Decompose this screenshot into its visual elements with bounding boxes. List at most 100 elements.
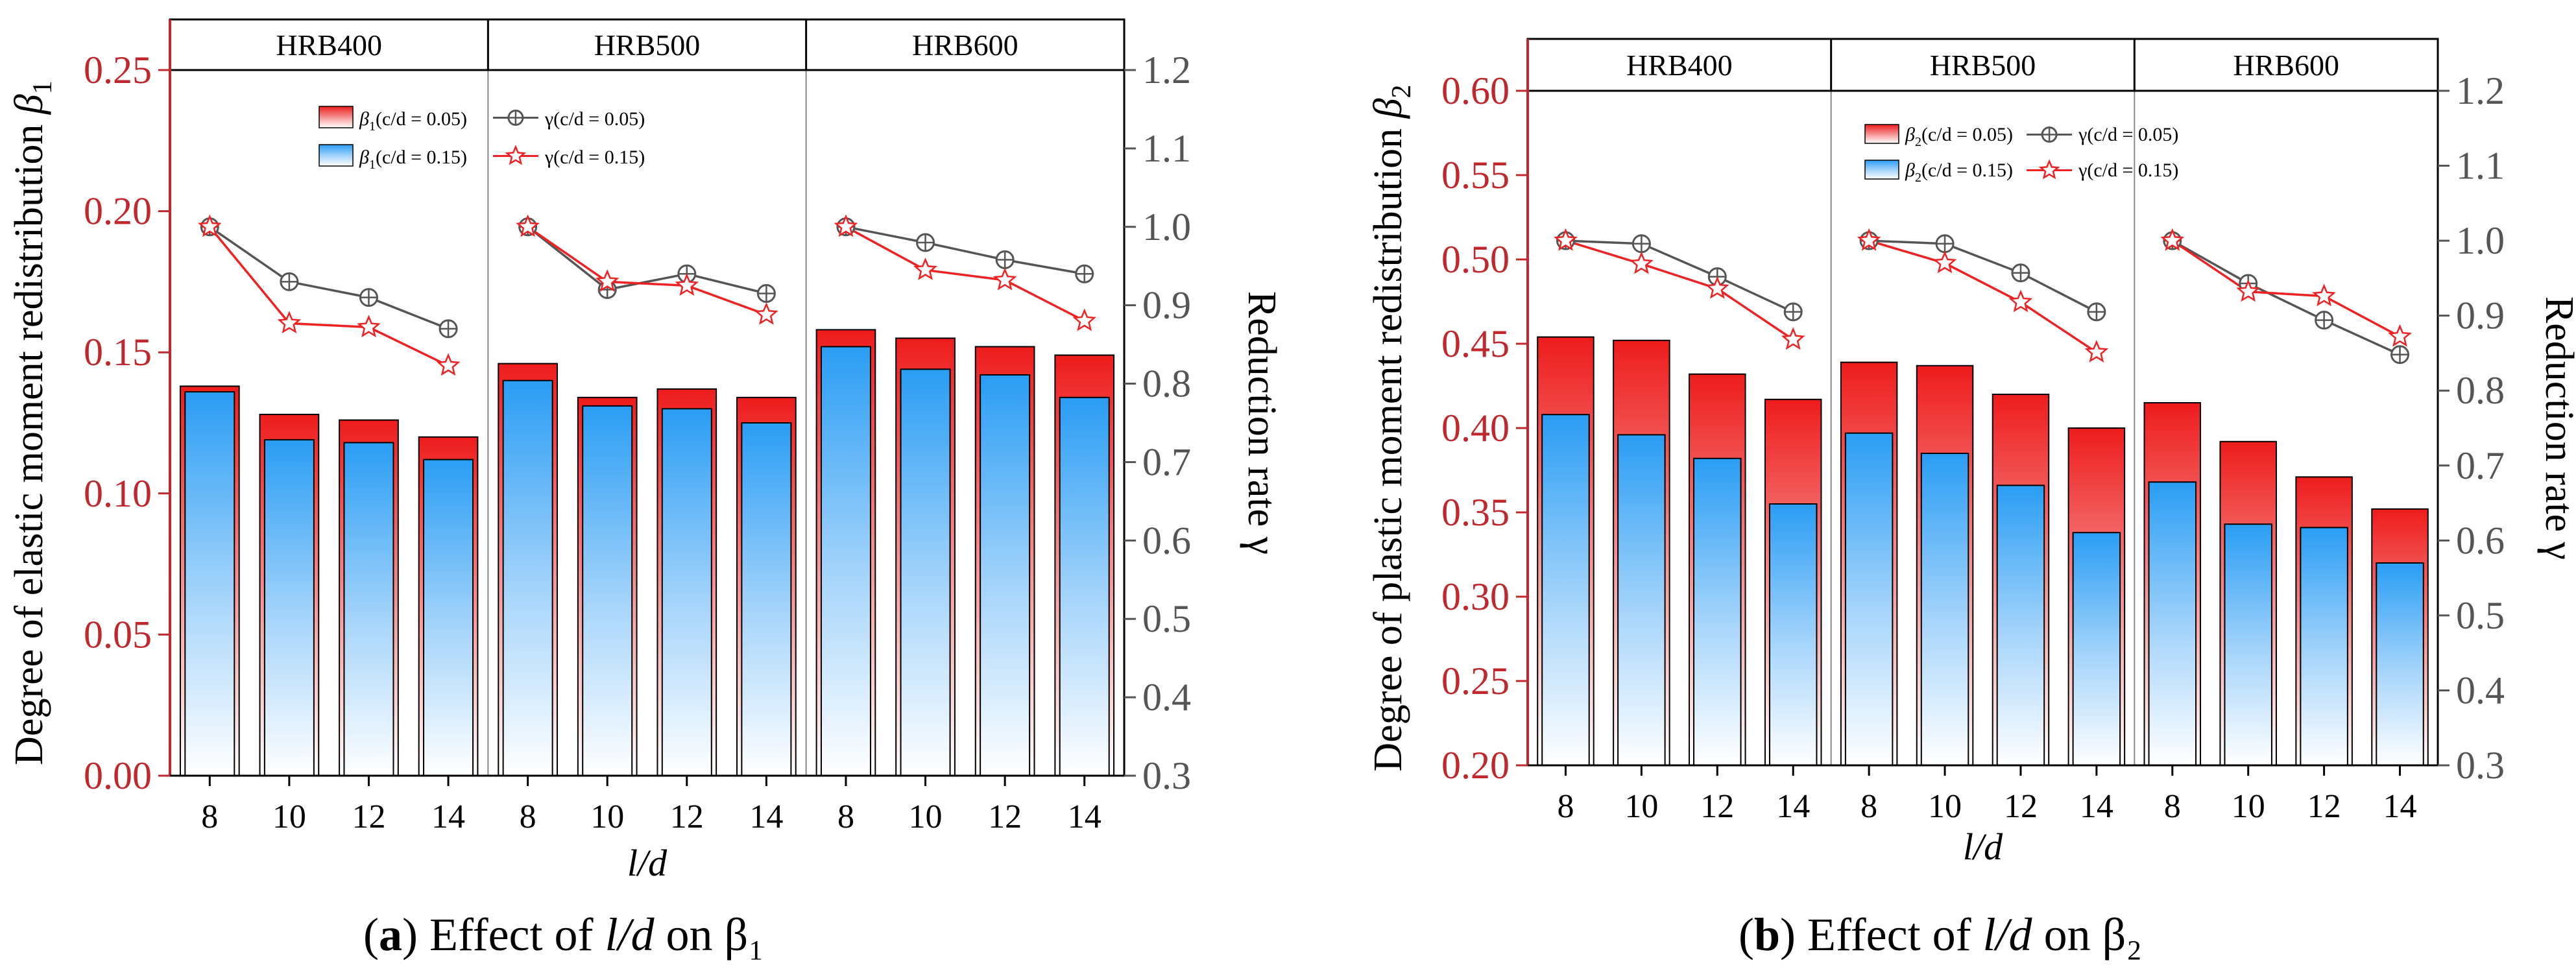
- x-tick-label: 8: [1557, 788, 1574, 825]
- x-tick-label: 14: [431, 798, 465, 835]
- legend-marker: [2041, 126, 2058, 143]
- point-c005: [1631, 234, 1651, 254]
- y-tick-label: 0.55: [1441, 154, 1510, 197]
- caption-a-label: a: [378, 909, 402, 961]
- point-c015: [1072, 308, 1096, 331]
- point-c015: [1554, 228, 1578, 251]
- x-tick-label: 10: [272, 798, 306, 835]
- bar-c015: [1844, 432, 1894, 766]
- point-c015: [2008, 289, 2033, 313]
- y2-tick-label: 1.1: [2456, 145, 2505, 187]
- y-tick-label: 0.20: [84, 190, 152, 233]
- point-c015: [1857, 228, 1881, 251]
- bar-c015: [2300, 527, 2348, 767]
- legend-swatch: [1864, 160, 1899, 180]
- point-c015: [2388, 324, 2412, 347]
- point-c015: [675, 273, 699, 296]
- point-c015: [516, 214, 540, 237]
- point-c015: [1630, 251, 1654, 274]
- group-label-HRB400: HRB400: [276, 29, 382, 62]
- bar-c015: [1617, 434, 1666, 767]
- x-tick-label: 14: [2080, 788, 2113, 825]
- x-tick-label: 8: [520, 798, 536, 835]
- bar-c015: [2072, 532, 2121, 766]
- point-c015: [436, 353, 461, 376]
- series-line-c015: [2171, 239, 2401, 338]
- point-c005: [1935, 234, 1955, 254]
- x-tick-label: 10: [2232, 788, 2265, 825]
- y-tick-label: 0.05: [84, 613, 152, 656]
- x-tick-label: 8: [2164, 788, 2181, 825]
- x-tick-label: 8: [1860, 788, 1877, 825]
- point-c005: [2087, 302, 2106, 322]
- y2-axis-title: Reduction rate γ: [2537, 296, 2576, 560]
- y2-tick-label: 0.8: [2456, 369, 2505, 412]
- bar-c015: [1996, 484, 2045, 767]
- legend-label-γ(c/d = 0.05): γ(c/d = 0.05): [2078, 124, 2178, 145]
- point-c015: [595, 269, 620, 292]
- caption-b-prefix: Effect of: [1807, 909, 1983, 961]
- bar-c015: [1693, 457, 1742, 766]
- y-tick-label: 0.10: [84, 472, 152, 515]
- caption-b-label: b: [1753, 909, 1781, 961]
- bar-c015: [1059, 396, 1110, 776]
- group-label-HRB600: HRB600: [2233, 49, 2339, 82]
- bar-c015: [582, 405, 633, 776]
- series-line-c005: [1869, 239, 2097, 313]
- series-line-c005: [209, 226, 449, 330]
- bar-c015: [263, 439, 315, 776]
- y2-tick-label: 1.2: [2456, 69, 2505, 112]
- bar-c015: [502, 379, 553, 776]
- x-tick-label: 8: [201, 798, 218, 835]
- series-line-c015: [208, 226, 449, 367]
- legend-label-γ(c/d = 0.05): γ(c/d = 0.05): [544, 108, 645, 130]
- x-tick-label: 12: [988, 798, 1022, 835]
- point-c005: [916, 233, 935, 252]
- y-axis-title: Degree of elastic moment redistribution …: [7, 80, 58, 765]
- y2-tick-label: 0.7: [2456, 444, 2505, 487]
- x-tick-label: 12: [1700, 788, 1734, 825]
- point-c005: [280, 272, 299, 291]
- caption-a-suffix: on β₁: [654, 909, 765, 961]
- point-c015: [913, 257, 937, 280]
- x-axis-title: l/d: [627, 842, 668, 884]
- x-tick-label: 12: [2004, 788, 2038, 825]
- x-axis-title: l/d: [1963, 826, 2003, 868]
- legend-label-β2(c/d = 0.15): β2(c/d = 0.15): [1905, 160, 2013, 185]
- bar-c015: [343, 442, 394, 776]
- bar-c015: [2224, 523, 2272, 766]
- x-tick-label: 12: [670, 798, 704, 835]
- y2-tick-label: 0.7: [1142, 440, 1191, 483]
- point-c015: [357, 315, 381, 338]
- bar-c015: [184, 391, 235, 776]
- y-tick-label: 0.35: [1441, 491, 1510, 534]
- legend-label-β1(c/d = 0.05): β1(c/d = 0.05): [359, 108, 467, 134]
- legend-swatch: [1864, 124, 1899, 144]
- bar-c015: [741, 422, 792, 776]
- caption-a-italic: l/d: [605, 909, 655, 961]
- point-c015: [1705, 276, 1729, 299]
- y2-tick-label: 0.6: [1142, 519, 1191, 562]
- point-c015: [1781, 327, 1805, 350]
- point-c005: [1783, 302, 1803, 322]
- legend-label-γ(c/d = 0.15): γ(c/d = 0.15): [2078, 160, 2178, 181]
- x-tick-label: 10: [909, 798, 943, 835]
- bar-c015: [2376, 562, 2424, 766]
- y2-tick-label: 0.5: [1142, 597, 1191, 640]
- series-line-c005: [527, 226, 767, 295]
- point-c015: [2160, 228, 2185, 251]
- caption-b-suffix: on β₂: [2032, 909, 2143, 961]
- y2-axis-title: Reduction rate γ: [1240, 291, 1284, 555]
- x-tick-label: 14: [2383, 788, 2417, 825]
- y2-tick-label: 0.4: [2456, 669, 2505, 711]
- x-tick-label: 14: [1068, 798, 1101, 835]
- bar-c015: [1768, 503, 1818, 766]
- y2-tick-label: 0.3: [2456, 744, 2505, 787]
- caption-a: (a) Effect of l/d on β₁: [363, 909, 765, 961]
- group-label-HRB600: HRB600: [912, 29, 1018, 62]
- legend-label-γ(c/d = 0.15): γ(c/d = 0.15): [544, 147, 645, 168]
- legend-swatch: [319, 106, 354, 128]
- y2-tick-label: 0.6: [2456, 519, 2505, 562]
